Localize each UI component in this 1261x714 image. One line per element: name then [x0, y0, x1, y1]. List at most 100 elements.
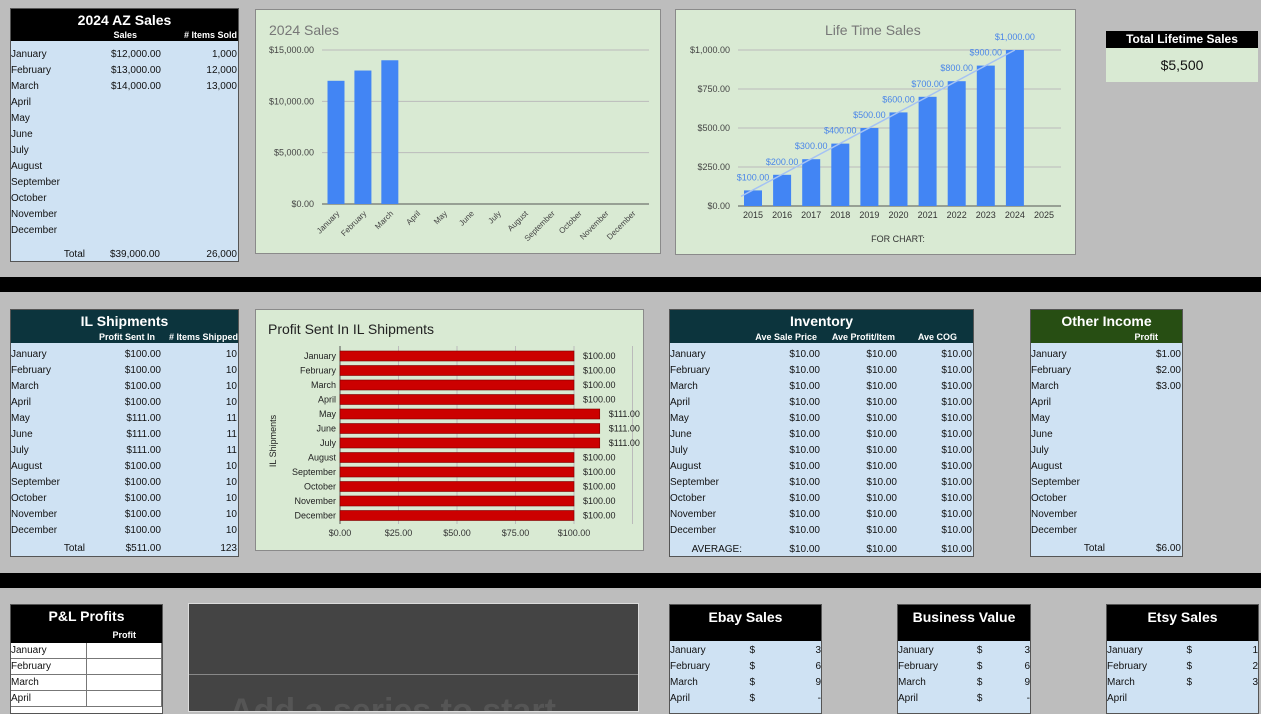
other-income-row[interactable]: April — [1031, 395, 1182, 411]
profit-value: $111.00 — [126, 413, 161, 424]
pl-row[interactable]: February — [11, 659, 162, 675]
inventory-row[interactable]: April $10.00 $10.00 $10.00 — [670, 395, 973, 411]
inventory-row[interactable]: October $10.00 $10.00 $10.00 — [670, 491, 973, 507]
az-sales-row[interactable]: January $12,000.00 1,000 — [11, 47, 238, 63]
empty-chart-placeholder[interactable]: Add a series to start — [188, 603, 639, 712]
items-value — [161, 207, 237, 223]
sale-price: $10.00 — [789, 509, 820, 520]
az-sales-row[interactable]: April — [11, 95, 238, 111]
az-sales-row[interactable]: December — [11, 223, 238, 239]
profit-per-item: $10.00 — [866, 509, 897, 520]
az-sales-row[interactable]: August — [11, 159, 238, 175]
sale-price: $10.00 — [789, 349, 820, 360]
etsy-row[interactable]: April — [1107, 691, 1258, 707]
other-income-row[interactable]: March $3.00 — [1031, 379, 1182, 395]
y-tick-label: November — [294, 496, 336, 506]
profit-per-item: $10.00 — [866, 461, 897, 472]
month-label: July — [670, 445, 688, 456]
il-row[interactable]: March $100.00 10 — [11, 379, 238, 395]
other-income-row[interactable]: January $1.00 — [1031, 347, 1182, 363]
il-row[interactable]: October $100.00 10 — [11, 491, 238, 507]
month-label: September — [11, 177, 60, 188]
other-income-row[interactable]: August — [1031, 459, 1182, 475]
inventory-row[interactable]: August $10.00 $10.00 $10.00 — [670, 459, 973, 475]
az-sales-row[interactable]: July — [11, 143, 238, 159]
il-row[interactable]: December $100.00 10 — [11, 523, 238, 539]
total-lifetime-value[interactable]: $5,500 — [1106, 48, 1258, 82]
currency-symbol: $ — [976, 645, 983, 656]
pl-row[interactable]: January — [11, 643, 162, 659]
bar — [947, 81, 966, 206]
az-sales-row[interactable]: September — [11, 175, 238, 191]
value: 9 — [815, 677, 821, 688]
col-profit: Profit — [1134, 332, 1159, 342]
az-sales-row[interactable]: November — [11, 207, 238, 223]
other-income-row[interactable]: May — [1031, 411, 1182, 427]
chart-lifetime-sales[interactable]: Life Time Sales $1,000.00 $750.00 $500.00 $… — [675, 9, 1076, 255]
data-label: $1,000.00 — [995, 32, 1035, 42]
other-income-row[interactable]: October — [1031, 491, 1182, 507]
x-tick-label: 2015 — [743, 210, 763, 220]
profit-value — [86, 659, 162, 675]
business-row[interactable]: January $3 — [898, 643, 1030, 659]
profit-value: $111.00 — [126, 429, 161, 440]
other-income-row[interactable]: September — [1031, 475, 1182, 491]
other-income-row[interactable]: June — [1031, 427, 1182, 443]
inventory-row[interactable]: May $10.00 $10.00 $10.00 — [670, 411, 973, 427]
items-value — [161, 191, 237, 207]
ebay-title: Ebay Sales — [670, 605, 821, 641]
inventory-row[interactable]: March $10.00 $10.00 $10.00 — [670, 379, 973, 395]
inventory-row[interactable]: February $10.00 $10.00 $10.00 — [670, 363, 973, 379]
ebay-row[interactable]: January $3 — [670, 643, 821, 659]
etsy-row[interactable]: March $3 — [1107, 675, 1258, 691]
cog-value: $10.00 — [941, 493, 972, 504]
chart-2024-sales[interactable]: 2024 Sales $15,000.00 $10,000.00 $5,000.00… — [255, 9, 661, 254]
ebay-row[interactable]: March $9 — [670, 675, 821, 691]
sales-value — [87, 223, 161, 239]
il-row[interactable]: May $111.00 11 — [11, 411, 238, 427]
il-row[interactable]: January $100.00 10 — [11, 347, 238, 363]
az-sales-row[interactable]: June — [11, 127, 238, 143]
other-income-row[interactable]: February $2.00 — [1031, 363, 1182, 379]
etsy-row[interactable]: January $1 — [1107, 643, 1258, 659]
other-income-row[interactable]: November — [1031, 507, 1182, 523]
il-row[interactable]: April $100.00 10 — [11, 395, 238, 411]
az-sales-row[interactable]: March $14,000.00 13,000 — [11, 79, 238, 95]
profit-value — [1105, 427, 1181, 443]
other-income-row[interactable]: July — [1031, 443, 1182, 459]
pl-row[interactable]: April — [11, 691, 162, 707]
other-income-row[interactable]: December — [1031, 523, 1182, 539]
pl-row[interactable]: March — [11, 675, 162, 691]
il-row[interactable]: August $100.00 10 — [11, 459, 238, 475]
il-row[interactable]: July $111.00 11 — [11, 443, 238, 459]
az-sales-row[interactable]: October — [11, 191, 238, 207]
month-label: January — [11, 49, 47, 60]
il-row[interactable]: February $100.00 10 — [11, 363, 238, 379]
inventory-row[interactable]: July $10.00 $10.00 $10.00 — [670, 443, 973, 459]
il-row[interactable]: June $111.00 11 — [11, 427, 238, 443]
inventory-row[interactable]: November $10.00 $10.00 $10.00 — [670, 507, 973, 523]
profit-per-item: $10.00 — [866, 429, 897, 440]
bar — [339, 495, 575, 507]
az-sales-row[interactable]: February $13,000.00 12,000 — [11, 63, 238, 79]
y-tick-label: June — [316, 424, 336, 434]
az-sales-row[interactable]: May — [11, 111, 238, 127]
il-row[interactable]: September $100.00 10 — [11, 475, 238, 491]
inventory-row[interactable]: January $10.00 $10.00 $10.00 — [670, 347, 973, 363]
business-row[interactable]: April $ - — [898, 691, 1030, 707]
month-label: August — [670, 461, 702, 472]
ebay-row[interactable]: February $6 — [670, 659, 821, 675]
inventory-row[interactable]: December $10.00 $10.00 $10.00 — [670, 523, 973, 539]
month-label: April — [11, 397, 32, 408]
business-row[interactable]: February $6 — [898, 659, 1030, 675]
inventory-row[interactable]: June $10.00 $10.00 $10.00 — [670, 427, 973, 443]
il-row[interactable]: November $100.00 10 — [11, 507, 238, 523]
chart-il-shipments[interactable]: Profit Sent In IL Shipments $0.00 $25.00 $… — [255, 309, 644, 551]
inventory-row[interactable]: September $10.00 $10.00 $10.00 — [670, 475, 973, 491]
etsy-row[interactable]: February $2 — [1107, 659, 1258, 675]
business-row[interactable]: March $9 — [898, 675, 1030, 691]
bar — [1005, 50, 1024, 206]
month-label: December — [11, 525, 58, 536]
ebay-row[interactable]: April $ - — [670, 691, 821, 707]
currency-symbol: $ — [749, 677, 756, 688]
